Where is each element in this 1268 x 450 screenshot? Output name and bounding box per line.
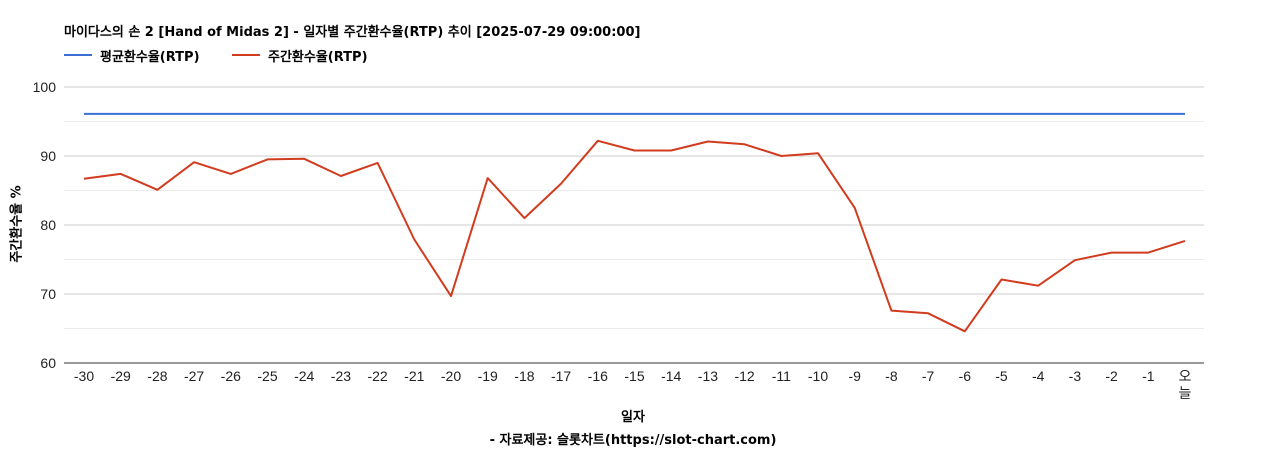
x-tick-label: -10 <box>808 368 828 384</box>
x-tick-label: -13 <box>698 368 718 384</box>
x-tick-label: -28 <box>147 368 167 384</box>
x-axis-label: 일자 <box>621 410 645 425</box>
x-tick-labels: -30 -29 -28 -27 -26 -25 -24 -23 -22 -21 -20 -19 -18 -… <box>74 368 1192 401</box>
x-tick-label: -14 <box>661 368 681 384</box>
legend-label-average: 평균환수율(RTP) <box>100 49 200 65</box>
legend-label-weekly: 주간환수율(RTP) <box>268 49 368 65</box>
x-tick-label: -15 <box>624 368 644 384</box>
x-tick-label: -7 <box>922 368 935 384</box>
legend-swatch-weekly <box>232 54 260 56</box>
legend-item-average-rtp[interactable]: 평균환수율(RTP) <box>64 46 200 65</box>
legend-swatch-average <box>64 54 92 56</box>
x-tick-label: -23 <box>331 368 351 384</box>
x-tick-label: -5 <box>995 368 1008 384</box>
y-tick-label: 60 <box>40 355 56 371</box>
x-tick-label: -4 <box>1032 368 1045 384</box>
x-tick-label: -17 <box>551 368 571 384</box>
gridlines <box>64 86 1204 364</box>
x-tick-label: -27 <box>184 368 204 384</box>
y-tick-labels: 60 70 80 90 100 <box>33 79 57 371</box>
x-tick-label: -18 <box>514 368 534 384</box>
x-tick-label: -24 <box>294 368 314 384</box>
x-tick-label: -2 <box>1105 368 1118 384</box>
y-tick-label: 90 <box>40 148 56 164</box>
legend-item-weekly-rtp[interactable]: 주간환수율(RTP) <box>232 46 368 65</box>
series-line-weekly-rtp <box>83 139 1186 333</box>
x-tick-label: -25 <box>257 368 277 384</box>
x-tick-label: -11 <box>772 368 791 384</box>
x-tick-label: -1 <box>1142 368 1155 384</box>
x-tick-label: -8 <box>885 368 898 384</box>
chart-title: 마이다스의 손 2 [Hand of Midas 2] - 일자별 주간환수율(… <box>64 25 641 40</box>
x-tick-label: -26 <box>221 368 241 384</box>
x-tick-label: -22 <box>367 368 387 384</box>
x-tick-label: -9 <box>848 368 861 384</box>
source-note: - 자료제공: 슬롯차트(https://slot-chart.com) <box>489 433 777 448</box>
x-tick-label: -6 <box>959 368 972 384</box>
y-tick-label: 80 <box>40 217 56 233</box>
x-tick-label: -21 <box>404 368 424 384</box>
x-tick-label: -19 <box>478 368 498 384</box>
y-tick-label: 100 <box>33 79 57 95</box>
x-tick-label: -3 <box>1069 368 1082 384</box>
series-lines <box>83 112 1186 333</box>
x-tick-label: -20 <box>441 368 461 384</box>
x-tick-label: -16 <box>588 368 608 384</box>
y-tick-label: 70 <box>40 286 56 302</box>
x-tick-label: -29 <box>111 368 131 384</box>
x-tick-label: -30 <box>74 368 94 384</box>
x-tick-label: -12 <box>734 368 754 384</box>
